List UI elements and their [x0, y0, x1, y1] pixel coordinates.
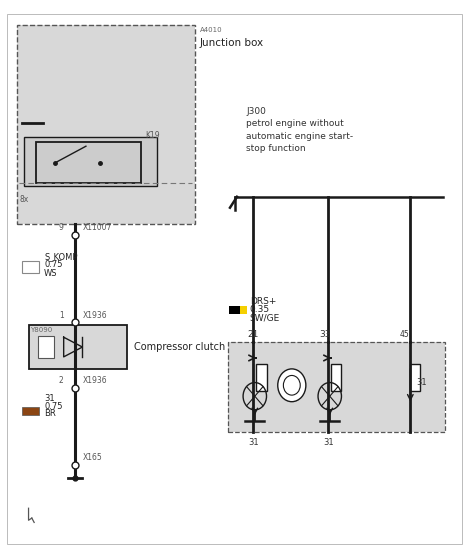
- Text: WS: WS: [44, 269, 57, 278]
- Text: X1936: X1936: [82, 376, 107, 385]
- Text: 2: 2: [59, 376, 64, 385]
- Text: 31: 31: [416, 378, 427, 387]
- Text: 0.75: 0.75: [44, 260, 63, 269]
- Text: X1936: X1936: [82, 311, 107, 320]
- Text: Junction box: Junction box: [200, 38, 264, 48]
- Text: Compressor clutch: Compressor clutch: [134, 342, 225, 352]
- Bar: [228, 342, 446, 432]
- Bar: [256, 364, 266, 391]
- Text: X165: X165: [82, 453, 102, 462]
- Text: K19: K19: [146, 131, 160, 140]
- Bar: [410, 364, 420, 391]
- Bar: [28, 325, 127, 369]
- Bar: [21, 407, 39, 415]
- Text: SW/GE: SW/GE: [250, 314, 280, 322]
- Text: 1: 1: [59, 311, 64, 320]
- Bar: [229, 305, 240, 314]
- Text: 9: 9: [59, 224, 64, 232]
- Bar: [240, 305, 247, 314]
- Text: 31: 31: [324, 438, 334, 447]
- Text: A4010: A4010: [200, 28, 222, 33]
- Text: 21: 21: [247, 330, 259, 339]
- Circle shape: [283, 375, 300, 395]
- Text: 0.35: 0.35: [250, 305, 270, 315]
- Text: X11007: X11007: [82, 224, 112, 232]
- Text: DRS+: DRS+: [250, 297, 276, 306]
- Text: 31: 31: [249, 438, 259, 447]
- Text: J300
petrol engine without
automatic engine start-
stop function: J300 petrol engine without automatic eng…: [246, 107, 354, 153]
- Bar: [17, 25, 195, 224]
- Bar: [36, 142, 141, 183]
- Circle shape: [278, 369, 306, 402]
- Bar: [38, 336, 55, 358]
- Bar: [24, 137, 157, 186]
- Bar: [21, 261, 39, 273]
- Text: 0.75: 0.75: [44, 401, 63, 411]
- Text: 45: 45: [400, 330, 410, 339]
- Text: 33: 33: [319, 330, 331, 339]
- Text: 8x: 8x: [19, 195, 28, 204]
- Text: S_KOMP: S_KOMP: [44, 252, 78, 261]
- Text: Y8090: Y8090: [30, 327, 52, 333]
- Bar: [331, 364, 341, 391]
- Bar: [228, 342, 446, 432]
- Text: 31: 31: [44, 394, 55, 403]
- Text: BR: BR: [44, 409, 56, 418]
- Bar: [17, 25, 195, 224]
